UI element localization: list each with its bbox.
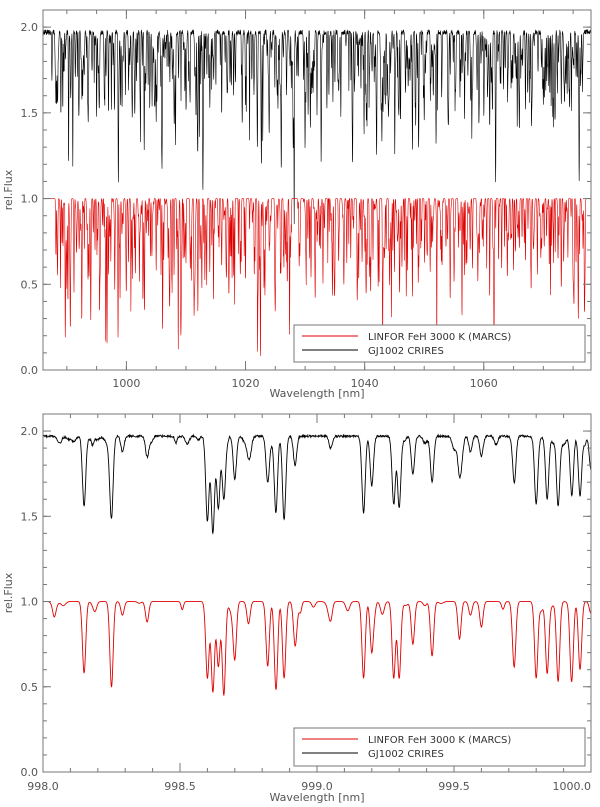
legend: LINFOR FeH 3000 K (MARCS) GJ1002 CRIRES: [293, 324, 586, 363]
plot-area: [43, 28, 591, 356]
legend-box: [293, 324, 586, 363]
x-axis-title: Wavelength [nm]: [269, 791, 364, 804]
series-line-gj1002: [43, 28, 591, 225]
y-tick-label: 0.5: [21, 278, 39, 291]
y-tick-label: 1.0: [21, 596, 39, 609]
y-tick-label: 0.0: [21, 766, 39, 779]
y-tick-label: 2.0: [21, 21, 39, 34]
x-tick-label: 1000.0: [553, 780, 592, 793]
plot-frame: [42, 9, 592, 371]
legend-label: LINFOR FeH 3000 K (MARCS): [368, 332, 511, 343]
y-axis-title: rel.Flux: [2, 572, 15, 613]
plot-frame: [42, 413, 592, 773]
series-line-linfor: [43, 197, 591, 356]
x-tick-label: 999.5: [438, 780, 470, 793]
x-tick-label: 1040: [351, 377, 379, 390]
series-line-linfor: [43, 601, 591, 696]
y-tick-label: 0.0: [21, 364, 39, 377]
y-axis-title: rel.Flux: [2, 169, 15, 210]
x-tick-label: 999.0: [301, 780, 333, 793]
legend-label: GJ1002 CRIRES: [368, 346, 444, 357]
y-tick-label: 1.0: [21, 193, 39, 206]
series-line-gj1002: [43, 433, 591, 535]
x-tick-label: 998.0: [27, 780, 59, 793]
x-tick-label: 1020: [232, 377, 260, 390]
y-tick-label: 2.0: [21, 425, 39, 438]
legend-box: [293, 727, 586, 767]
legend-label: GJ1002 CRIRES: [368, 749, 444, 760]
y-tick-label: 1.5: [21, 107, 39, 120]
x-axis-title: Wavelength [nm]: [269, 387, 364, 400]
x-tick-label: 998.5: [164, 780, 196, 793]
x-tick-label: 1000: [112, 377, 140, 390]
legend-label: LINFOR FeH 3000 K (MARCS): [368, 735, 511, 746]
legend: LINFOR FeH 3000 K (MARCS) GJ1002 CRIRES: [293, 727, 586, 767]
chart-panel-top: 0.0 0.5 1.0 1.5 2.0 1000 1020 1040 1060 Wavelengt…: [2, 9, 592, 400]
plot-area: [43, 433, 591, 696]
y-tick-label: 1.5: [21, 510, 39, 523]
chart-panel-bottom: 0.0 0.5 1.0 1.5 2.0 998.0 998.5 999.0 999.5 1000.…: [2, 413, 592, 804]
y-tick-label: 0.5: [21, 681, 39, 694]
x-tick-label: 1060: [470, 377, 498, 390]
